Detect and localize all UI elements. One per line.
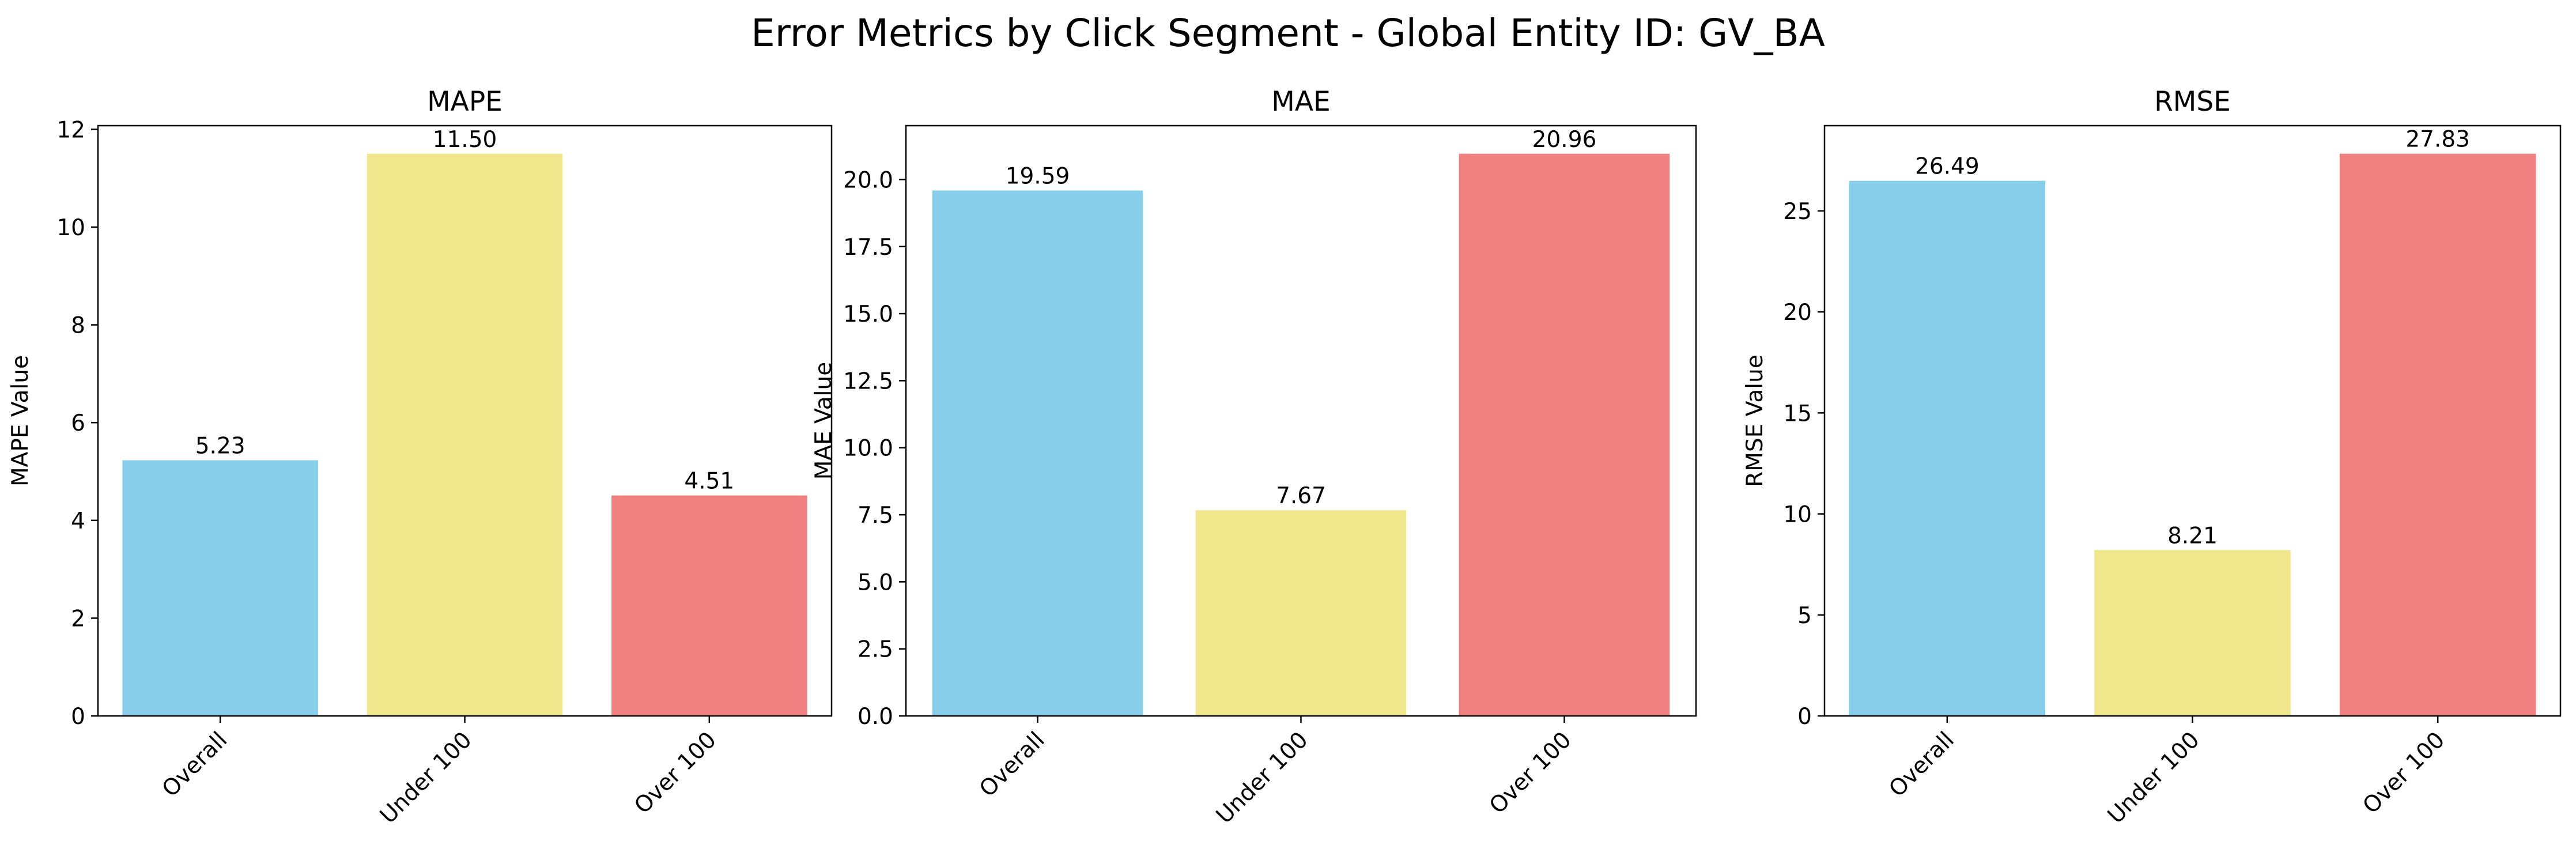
rmse-xtick-label: Over 100	[2358, 727, 2450, 819]
rmse-y-axis-label: RMSE Value	[1742, 355, 1768, 487]
rmse-bar-over-100	[2339, 153, 2536, 716]
mae-ytick-label: 2.5	[858, 637, 893, 663]
mae-ytick-label: 20.0	[843, 167, 893, 193]
mape-xtick-label: Overall	[157, 727, 232, 802]
rmse-data-label: 26.49	[1915, 154, 1980, 180]
rmse-data-label: 27.83	[2405, 127, 2470, 153]
mae-bar-under-100	[1195, 510, 1407, 716]
mape-panel-title: MAPE	[427, 86, 503, 118]
mae-bar-over-100	[1459, 153, 1670, 716]
mae-ytick-label: 12.5	[843, 368, 893, 394]
mape-ytick-label: 6	[71, 410, 85, 436]
mape-data-label: 11.50	[433, 127, 497, 153]
rmse-xtick-label: Under 100	[2103, 727, 2205, 829]
rmse-xtick-label: Overall	[1884, 727, 1959, 802]
mae-ytick-label: 5.0	[858, 570, 893, 595]
mae-data-label: 20.96	[1532, 127, 1597, 153]
rmse-ytick-label: 10	[1783, 502, 1812, 528]
mape-panel: 5.23 11.50 4.51 0 2 4 6 8 10 12 Overall Under 100 Ov…	[7, 86, 833, 829]
mape-ytick-label: 10	[56, 215, 85, 241]
mae-xtick-label: Over 100	[1485, 727, 1577, 819]
mae-ytick-label: 10.0	[843, 436, 893, 462]
mape-ytick-label: 2	[71, 606, 85, 632]
mape-bar-under-100	[367, 153, 563, 716]
mae-xtick-label: Overall	[975, 727, 1049, 802]
rmse-ytick-label: 15	[1783, 401, 1812, 427]
mae-ytick-label: 7.5	[858, 503, 893, 529]
rmse-data-label: 8.21	[2167, 523, 2218, 549]
mae-panel: 19.59 7.67 20.96 0.0 2.5 5.0 7.5 10.0 12.5 15.0 17…	[811, 86, 1697, 829]
mape-bar-overall	[122, 460, 318, 716]
mape-y-axis-label: MAPE Value	[7, 355, 33, 487]
rmse-ytick-label: 20	[1783, 300, 1812, 326]
figure-title: Error Metrics by Click Segment - Global …	[751, 11, 1825, 55]
mae-bar-overall	[932, 190, 1143, 717]
mape-ytick-label: 12	[56, 117, 85, 143]
rmse-panel: 26.49 8.21 27.83 0 5 10 15 20 25 Overall Under 100…	[1742, 86, 2562, 829]
mape-xtick-label: Over 100	[629, 727, 722, 819]
rmse-panel-title: RMSE	[2154, 86, 2231, 118]
rmse-bar-overall	[1849, 180, 2046, 716]
rmse-ytick-label: 0	[1797, 704, 1812, 730]
mae-xtick-label: Under 100	[1211, 727, 1313, 829]
mae-ytick-label: 15.0	[843, 301, 893, 327]
mape-ytick-label: 4	[71, 508, 85, 534]
mae-ytick-label: 0.0	[858, 704, 893, 730]
mae-data-label: 7.67	[1276, 483, 1326, 509]
mae-data-label: 19.59	[1006, 164, 1070, 190]
mape-xtick-label: Under 100	[375, 727, 477, 829]
mae-ytick-label: 17.5	[843, 235, 893, 261]
mae-panel-title: MAE	[1271, 86, 1330, 118]
mape-data-label: 4.51	[684, 469, 734, 495]
mae-y-axis-label: MAE Value	[811, 362, 837, 480]
rmse-ytick-label: 5	[1797, 603, 1812, 629]
rmse-ytick-label: 25	[1783, 199, 1812, 225]
mape-ytick-label: 8	[71, 313, 85, 339]
mape-bar-over-100	[611, 495, 807, 716]
mape-ytick-label: 0	[71, 704, 85, 730]
rmse-bar-under-100	[2094, 550, 2291, 716]
mape-data-label: 5.23	[195, 433, 245, 459]
